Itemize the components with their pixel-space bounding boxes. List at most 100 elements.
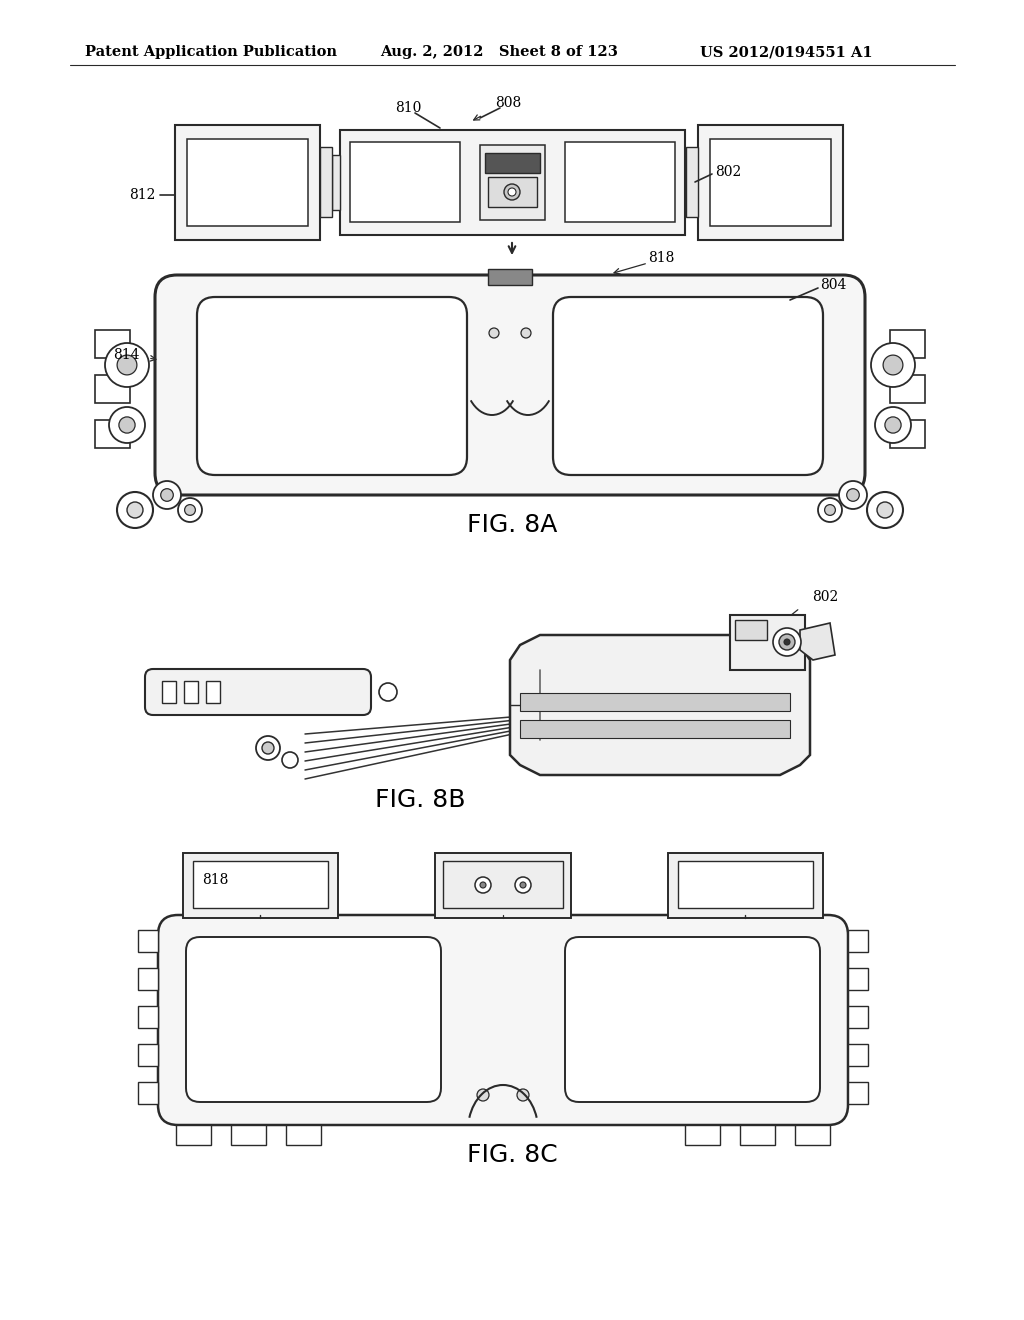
Circle shape: [521, 327, 531, 338]
Circle shape: [779, 634, 795, 649]
Bar: [710, 139, 831, 226]
Bar: [332, 154, 340, 210]
Circle shape: [773, 628, 801, 656]
Circle shape: [178, 498, 202, 521]
Bar: [176, 1125, 211, 1144]
Bar: [735, 620, 767, 640]
Text: FIG. 8A: FIG. 8A: [467, 513, 557, 537]
Bar: [480, 145, 545, 220]
Bar: [340, 129, 685, 235]
Circle shape: [520, 882, 526, 888]
Bar: [485, 153, 540, 173]
Bar: [730, 615, 805, 671]
Bar: [848, 1044, 868, 1067]
Circle shape: [847, 488, 859, 502]
Bar: [138, 1044, 158, 1067]
Circle shape: [883, 355, 903, 375]
Bar: [95, 420, 130, 447]
Circle shape: [824, 504, 836, 515]
Bar: [138, 931, 158, 952]
FancyBboxPatch shape: [158, 915, 848, 1125]
Circle shape: [184, 504, 196, 515]
Circle shape: [818, 498, 842, 521]
Bar: [678, 861, 813, 908]
Bar: [848, 1006, 868, 1028]
Bar: [685, 154, 693, 210]
Circle shape: [517, 1089, 529, 1101]
Bar: [795, 1125, 830, 1144]
Circle shape: [515, 876, 531, 894]
Polygon shape: [510, 635, 810, 775]
Bar: [193, 861, 328, 908]
Bar: [890, 330, 925, 358]
Bar: [184, 681, 198, 704]
Bar: [565, 143, 675, 222]
FancyBboxPatch shape: [197, 297, 467, 475]
Circle shape: [867, 492, 903, 528]
Circle shape: [379, 682, 397, 701]
Bar: [848, 968, 868, 990]
Text: 802: 802: [715, 165, 741, 180]
Text: 804: 804: [820, 279, 847, 292]
Circle shape: [256, 737, 280, 760]
Bar: [206, 681, 220, 704]
Circle shape: [839, 480, 867, 510]
FancyBboxPatch shape: [145, 669, 371, 715]
Bar: [95, 330, 130, 358]
Text: 812: 812: [129, 187, 155, 202]
Bar: [138, 1082, 158, 1104]
Bar: [350, 143, 460, 222]
Text: 810: 810: [395, 102, 421, 115]
Text: 814: 814: [114, 348, 140, 362]
Bar: [443, 861, 563, 908]
Circle shape: [504, 183, 520, 201]
Polygon shape: [800, 623, 835, 660]
Bar: [187, 139, 308, 226]
Bar: [319, 147, 332, 216]
Circle shape: [489, 327, 499, 338]
Bar: [520, 719, 790, 738]
Bar: [162, 681, 176, 704]
Circle shape: [117, 355, 137, 375]
Circle shape: [262, 742, 274, 754]
Bar: [183, 853, 338, 917]
Text: Aug. 2, 2012   Sheet 8 of 123: Aug. 2, 2012 Sheet 8 of 123: [380, 45, 617, 59]
Bar: [138, 968, 158, 990]
Bar: [740, 1125, 775, 1144]
Circle shape: [480, 882, 486, 888]
Bar: [686, 147, 698, 216]
Text: Patent Application Publication: Patent Application Publication: [85, 45, 337, 59]
FancyBboxPatch shape: [565, 937, 820, 1102]
Circle shape: [153, 480, 181, 510]
FancyBboxPatch shape: [155, 275, 865, 495]
Bar: [488, 177, 537, 207]
Bar: [435, 853, 571, 917]
Text: 802: 802: [812, 590, 839, 605]
Bar: [95, 375, 130, 403]
Text: FIG. 8B: FIG. 8B: [375, 788, 465, 812]
Bar: [685, 1125, 720, 1144]
Circle shape: [874, 407, 911, 444]
Bar: [520, 693, 790, 711]
Circle shape: [109, 407, 145, 444]
Bar: [175, 125, 319, 240]
Circle shape: [784, 639, 790, 645]
Circle shape: [508, 187, 516, 195]
Circle shape: [475, 876, 490, 894]
Bar: [488, 269, 532, 285]
Bar: [668, 853, 823, 917]
Text: 818: 818: [648, 251, 675, 265]
FancyBboxPatch shape: [553, 297, 823, 475]
Circle shape: [885, 417, 901, 433]
Bar: [890, 375, 925, 403]
Circle shape: [282, 752, 298, 768]
Text: FIG. 8C: FIG. 8C: [467, 1143, 557, 1167]
FancyBboxPatch shape: [186, 937, 441, 1102]
Circle shape: [161, 488, 173, 502]
Bar: [848, 1082, 868, 1104]
Bar: [698, 125, 843, 240]
Circle shape: [105, 343, 150, 387]
Circle shape: [127, 502, 143, 517]
Bar: [231, 1125, 266, 1144]
Bar: [286, 1125, 321, 1144]
